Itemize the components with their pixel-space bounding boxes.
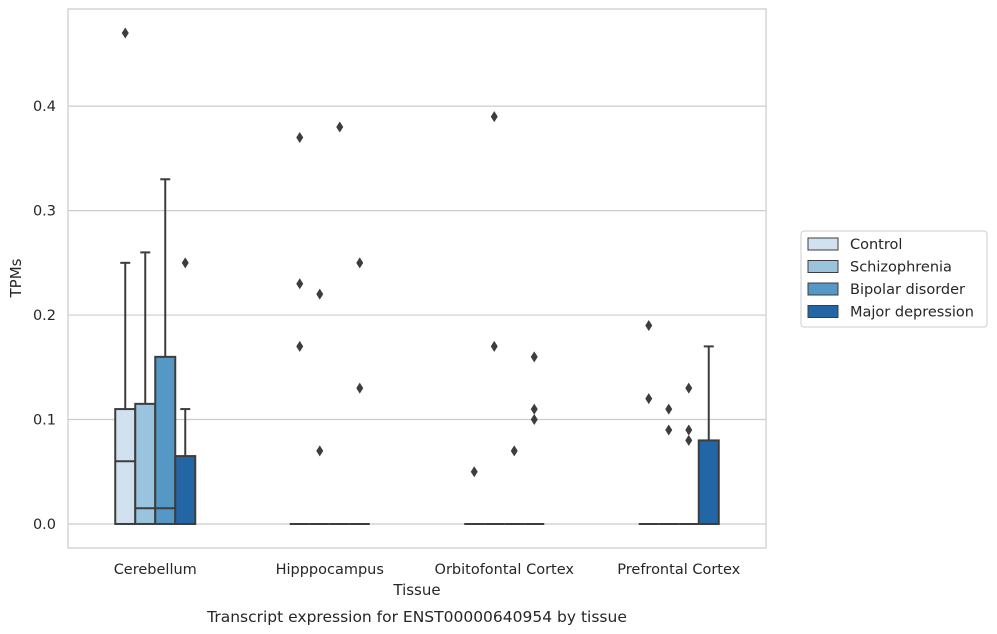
legend-swatch: [807, 282, 839, 296]
box-group: [697, 345, 720, 525]
box-body: [697, 439, 720, 525]
outlier-point: [530, 351, 538, 363]
box-group: [524, 351, 545, 525]
legend-label: Schizophrenia: [850, 260, 952, 276]
outlier-point: [665, 403, 673, 415]
x-tick-label: Prefrontal Cortex: [617, 562, 740, 578]
outlier-point: [336, 121, 344, 133]
outlier-point: [665, 424, 673, 436]
x-axis-label: Tissue: [392, 581, 440, 599]
plot-frame: [67, 8, 767, 549]
legend-swatch: [807, 260, 839, 273]
x-tick-labels: Cerebellum Hipppocampus Orbitofontal Corte…: [114, 562, 741, 578]
box-body: [174, 455, 197, 525]
x-tick-label: Orbitofontal Cortex: [435, 562, 575, 578]
box-group: [484, 111, 505, 525]
box-group: [309, 288, 330, 525]
box-body: [154, 355, 177, 525]
box-group: [154, 178, 177, 525]
legend-swatch: [807, 305, 839, 318]
box-group: [329, 121, 350, 525]
legend-label: Bipolar disorder: [850, 282, 965, 298]
legend: Control Schizophrenia Bipolar disorder Majo…: [800, 230, 988, 328]
box-group: [678, 382, 699, 525]
box-group: [174, 257, 197, 525]
outlier-point: [490, 340, 498, 352]
outlier-point: [685, 424, 693, 436]
box-group: [114, 27, 137, 525]
x-tick-label: Hipppocampus: [276, 562, 384, 578]
outlier-point: [296, 340, 304, 352]
box-group: [658, 403, 679, 525]
legend-label: Control: [850, 237, 902, 253]
outlier-point: [685, 434, 693, 446]
y-tick-labels: 0.0 0.1 0.2 0.3 0.4: [33, 99, 56, 533]
legend-frame: [800, 230, 988, 328]
y-axis-label: TPMs: [7, 258, 25, 298]
outlier-point: [296, 131, 304, 143]
outlier-point: [645, 393, 653, 405]
box-group: [464, 466, 485, 525]
box-group: [134, 251, 157, 525]
outlier-point: [356, 257, 364, 269]
legend-label: Major depression: [850, 305, 974, 321]
outlier-point: [296, 278, 304, 290]
box-group: [349, 257, 370, 525]
box-group: [504, 445, 525, 525]
outlier-point: [470, 466, 478, 478]
box-group: [638, 320, 659, 525]
outlier-point: [510, 445, 518, 457]
outlier-point: [121, 27, 129, 39]
box-series: [114, 27, 720, 525]
outlier-point: [316, 445, 324, 457]
y-tick-label: 0.1: [33, 413, 56, 429]
y-tick-label: 0.2: [33, 308, 56, 324]
x-tick-label: Cerebellum: [114, 562, 197, 578]
chart-caption: Transcript expression for ENST0000064095…: [206, 608, 627, 626]
outlier-point: [181, 257, 189, 269]
outlier-point: [645, 320, 653, 332]
box-group: [289, 131, 310, 525]
y-tick-label: 0.3: [33, 204, 56, 220]
outlier-point: [356, 382, 364, 394]
outlier-point: [530, 403, 538, 415]
y-tick-label: 0.4: [33, 99, 56, 115]
box-body: [134, 402, 157, 525]
outlier-point: [530, 414, 538, 426]
outlier-point: [316, 288, 324, 300]
box-body: [114, 408, 137, 525]
outlier-point: [685, 382, 693, 394]
legend-swatch: [807, 237, 839, 251]
y-tick-label: 0.0: [33, 517, 56, 533]
outlier-point: [490, 111, 498, 123]
